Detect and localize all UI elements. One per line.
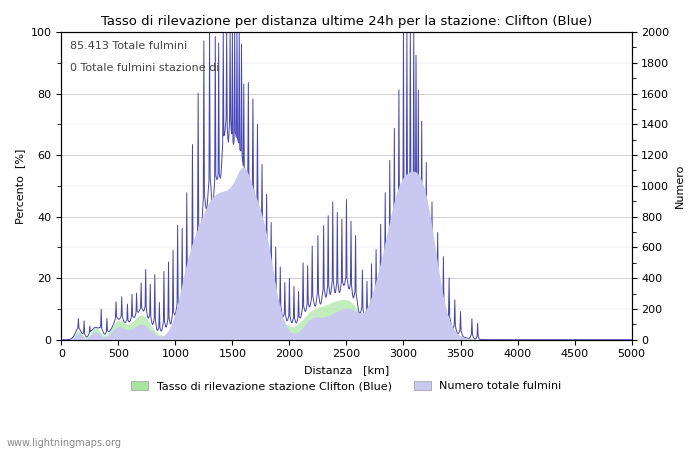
Y-axis label: Numero: Numero	[675, 164, 685, 208]
Text: www.lightningmaps.org: www.lightningmaps.org	[7, 438, 122, 448]
Y-axis label: Percento  [%]: Percento [%]	[15, 148, 25, 224]
Title: Tasso di rilevazione per distanza ultime 24h per la stazione: Clifton (Blue): Tasso di rilevazione per distanza ultime…	[101, 15, 592, 28]
Text: 0 Totale fulmini stazione di: 0 Totale fulmini stazione di	[70, 63, 219, 73]
X-axis label: Distanza   [km]: Distanza [km]	[304, 365, 389, 375]
Legend: Tasso di rilevazione stazione Clifton (Blue), Numero totale fulmini: Tasso di rilevazione stazione Clifton (B…	[127, 376, 566, 396]
Text: 85.413 Totale fulmini: 85.413 Totale fulmini	[70, 41, 187, 51]
